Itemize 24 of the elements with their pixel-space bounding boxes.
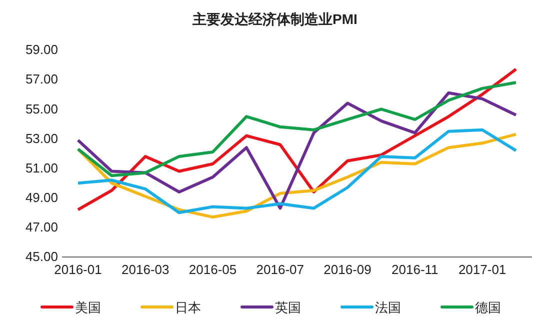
line-series	[76, 68, 518, 212]
x-tick-label: 2017-01	[458, 262, 506, 278]
legend-label: 美国	[75, 300, 101, 315]
x-tick-label: 2016-09	[324, 262, 372, 278]
legend-label: 法国	[375, 300, 401, 315]
legend-label: 日本	[175, 300, 201, 315]
y-tick-label: 45.00	[25, 249, 58, 264]
x-tick-label: 2016-01	[54, 262, 102, 278]
x-tick-label: 2016-05	[188, 262, 237, 278]
x-tick-label: 2016-03	[122, 262, 170, 278]
y-tick-label: 49.00	[25, 190, 58, 206]
legend-label: 英国	[275, 300, 301, 315]
line-series	[76, 81, 518, 178]
legend-label: 德国	[475, 300, 501, 315]
chart-title: 主要发达经济体制造业PMI	[192, 11, 358, 27]
y-tick-label: 51.00	[25, 160, 58, 176]
y-tick-label: 57.00	[25, 72, 58, 87]
y-tick-label: 47.00	[25, 220, 58, 235]
y-tick-label: 53.00	[25, 130, 58, 146]
y-tick-label: 55.00	[25, 101, 58, 116]
x-tick-label: 2016-07	[256, 262, 304, 278]
line-series	[76, 91, 518, 210]
x-tick-label: 2016-11	[392, 262, 438, 278]
y-tick-label: 59.00	[25, 42, 58, 58]
